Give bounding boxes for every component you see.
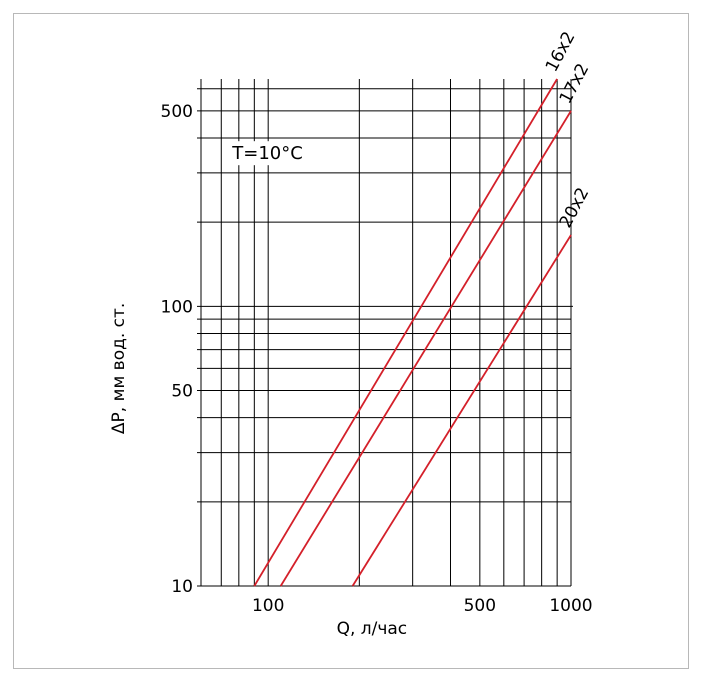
y-axis-label: ΔP, мм вод. ст.	[109, 303, 129, 434]
series-line	[279, 110, 572, 587]
series-label: 20x2	[556, 184, 594, 231]
series-line	[351, 234, 572, 587]
x-tick-label: 500	[464, 596, 496, 616]
series-line	[253, 78, 558, 587]
x-tick-label: 100	[252, 596, 284, 616]
y-tick-label: 100	[161, 297, 193, 317]
x-tick-label: 1000	[549, 596, 592, 616]
pressure-drop-chart: T=10°C Q, л/час ΔP, мм вод. ст. 10 50 100 5…	[109, 28, 594, 639]
chart-frame: T=10°C Q, л/час ΔP, мм вод. ст. 10 50 100 5…	[13, 13, 689, 669]
y-tick-label: 10	[171, 577, 193, 597]
annotation-background	[227, 141, 314, 166]
series-lines	[253, 78, 572, 587]
y-tick-label: 50	[171, 382, 193, 402]
y-tick-label: 500	[161, 102, 193, 122]
x-axis-label: Q, л/час	[337, 619, 408, 639]
temperature-annotation: T=10°C	[231, 143, 303, 164]
